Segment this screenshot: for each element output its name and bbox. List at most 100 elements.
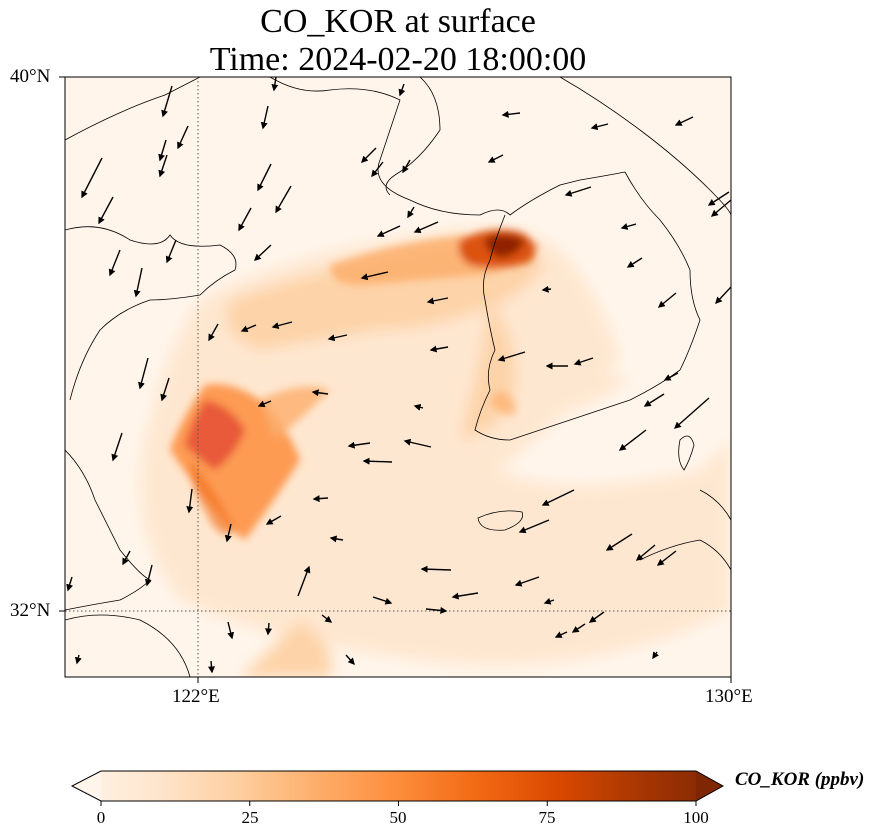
wind-arrow bbox=[656, 550, 677, 566]
map-title-line-2: Time: 2024-02-20 18:00:00 bbox=[209, 41, 587, 78]
wind-arrow bbox=[605, 533, 633, 551]
lat-label-40: 40°N bbox=[10, 66, 51, 87]
wind-arrow bbox=[297, 565, 311, 597]
wind-arrow bbox=[541, 489, 575, 506]
colorbar bbox=[70, 770, 725, 806]
wind-arrow bbox=[487, 154, 504, 163]
wind-arrow bbox=[253, 244, 272, 261]
colorbar-tick-25: 25 bbox=[241, 808, 259, 827]
colorbar-tick-75: 75 bbox=[538, 808, 556, 827]
wind-arrow bbox=[98, 196, 114, 225]
wind-arrow bbox=[265, 515, 282, 525]
map-title-line-1: CO_KOR at surface bbox=[260, 3, 536, 40]
wind-arrow bbox=[81, 157, 103, 199]
wind-arrow bbox=[543, 597, 555, 605]
wind-arrow bbox=[345, 654, 355, 666]
wind-arrow bbox=[158, 154, 168, 178]
lat-label-32: 32°N bbox=[10, 600, 51, 621]
lon-label-130: 130°E bbox=[705, 686, 753, 707]
wind-arrow bbox=[144, 564, 153, 587]
wind-arrow bbox=[554, 631, 568, 638]
wind-arrow bbox=[321, 614, 333, 623]
wind-arrow bbox=[618, 429, 647, 451]
wind-arrow bbox=[376, 225, 401, 237]
wind-arrow bbox=[138, 357, 149, 390]
colorbar-label: CO_KOR (ppbv) bbox=[735, 769, 865, 790]
wind-arrow bbox=[371, 161, 384, 178]
wind-arrow bbox=[240, 324, 257, 333]
wind-arrow bbox=[707, 191, 730, 206]
wind-arrow bbox=[663, 372, 679, 381]
wind-arrow bbox=[413, 221, 439, 233]
wind-arrow bbox=[360, 271, 389, 281]
wind-arrow bbox=[362, 457, 393, 465]
wind-arrow bbox=[626, 257, 643, 268]
wind-arrow bbox=[635, 544, 656, 561]
wind-arrow bbox=[327, 334, 348, 342]
wind-arrow bbox=[501, 110, 521, 118]
wind-arrow bbox=[673, 397, 710, 429]
wind-arrow bbox=[271, 77, 279, 92]
wind-arrow bbox=[372, 596, 393, 605]
wind-arrow bbox=[429, 345, 449, 353]
wind-arrow bbox=[66, 576, 73, 592]
axis-ticks bbox=[59, 76, 732, 683]
map-frame bbox=[64, 76, 732, 678]
wind-arrow bbox=[398, 83, 406, 97]
concentration-field bbox=[65, 77, 731, 677]
wind-arrow bbox=[257, 400, 272, 408]
wind-arrow bbox=[347, 441, 371, 449]
wind-arrow bbox=[643, 393, 665, 407]
wind-arrow bbox=[161, 85, 173, 118]
colorbar-tick-0: 0 bbox=[96, 808, 106, 827]
wind-arrow bbox=[573, 357, 594, 366]
wind-arrow bbox=[108, 249, 121, 277]
wind-arrow bbox=[425, 606, 448, 614]
wind-arrow bbox=[514, 576, 540, 587]
wind-arrow bbox=[361, 147, 377, 163]
wind-arrow bbox=[158, 139, 167, 162]
wind-arrow bbox=[541, 285, 552, 293]
wind-arrow bbox=[564, 186, 592, 197]
wind-arrow bbox=[652, 651, 660, 660]
wind-arrow bbox=[657, 292, 677, 308]
wind-arrow bbox=[275, 185, 292, 214]
lon-label-122: 122°E bbox=[172, 686, 220, 707]
wind-arrow bbox=[426, 297, 449, 305]
wind-arrow bbox=[413, 403, 424, 411]
wind-arrow bbox=[674, 116, 694, 126]
coastlines bbox=[65, 77, 731, 677]
wind-arrow bbox=[257, 163, 272, 192]
wind-arrow bbox=[260, 105, 269, 130]
colorbar-tick-100: 100 bbox=[683, 808, 709, 827]
gridlines bbox=[65, 77, 731, 677]
wind-arrow bbox=[402, 159, 411, 174]
wind-arrow bbox=[588, 611, 605, 623]
wind-arrow bbox=[312, 495, 329, 503]
wind-arrow bbox=[208, 660, 215, 674]
wind-arrow bbox=[74, 654, 82, 665]
colorbar-tick-50: 50 bbox=[389, 808, 407, 827]
wind-arrow bbox=[177, 125, 189, 150]
wind-arrow bbox=[715, 286, 731, 305]
wind-arrow bbox=[208, 323, 219, 342]
wind-arrow bbox=[165, 239, 177, 264]
wind-arrow bbox=[160, 377, 170, 402]
wind-arrow bbox=[590, 123, 609, 131]
wind-arrow bbox=[111, 432, 123, 462]
wind-arrow bbox=[271, 321, 293, 329]
wind-arrow bbox=[186, 488, 194, 514]
wind-vectors bbox=[66, 77, 731, 674]
wind-arrow bbox=[238, 207, 252, 232]
wind-arrow bbox=[265, 622, 272, 636]
wind-arrow bbox=[451, 592, 479, 600]
wind-arrow bbox=[403, 438, 432, 448]
wind-arrow bbox=[407, 206, 415, 219]
wind-arrow bbox=[620, 223, 637, 230]
wind-arrow bbox=[227, 621, 235, 640]
wind-arrow bbox=[518, 519, 550, 534]
wind-arrow bbox=[497, 351, 526, 362]
wind-arrow bbox=[571, 623, 586, 633]
wind-arrow bbox=[710, 199, 731, 217]
